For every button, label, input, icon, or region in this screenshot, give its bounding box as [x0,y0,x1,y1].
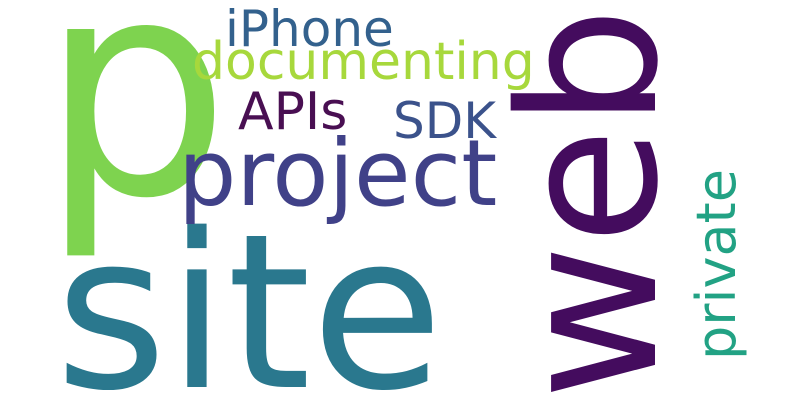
word-documenting: documenting [192,32,535,92]
word-p: p [40,0,231,264]
word-site: site [55,187,444,400]
word-project: project [178,120,498,227]
word-apis: APIs [238,82,348,142]
word-sdk: SDK [393,92,497,150]
word-iphone: iPhone [225,0,394,58]
word-private: private [685,169,748,360]
